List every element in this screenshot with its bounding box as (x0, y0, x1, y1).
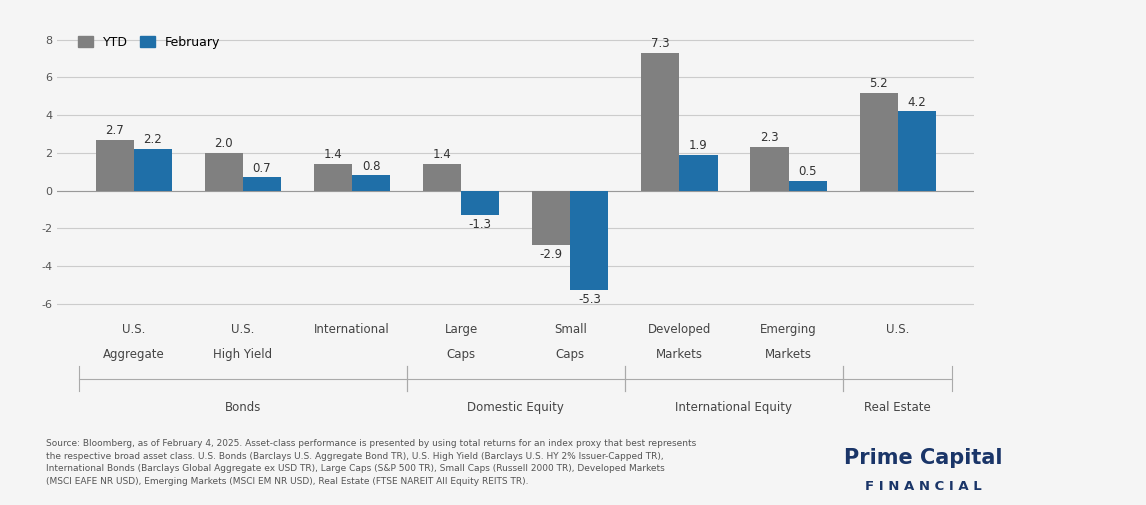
Text: U.S.: U.S. (231, 323, 254, 336)
Text: -2.9: -2.9 (540, 248, 563, 261)
Text: Domestic Equity: Domestic Equity (468, 401, 564, 415)
Bar (788, 181, 826, 190)
Text: Markets: Markets (766, 348, 813, 362)
Bar (205, 153, 243, 190)
Bar (352, 175, 390, 190)
Text: Bonds: Bonds (225, 401, 261, 415)
Bar (680, 155, 717, 190)
Text: Caps: Caps (556, 348, 584, 362)
Bar (95, 140, 134, 190)
Bar (860, 92, 897, 190)
Text: High Yield: High Yield (213, 348, 273, 362)
Bar (642, 53, 680, 190)
Text: 0.5: 0.5 (799, 165, 817, 178)
Text: Source: Bloomberg, as of February 4, 2025. Asset-class performance is presented : Source: Bloomberg, as of February 4, 202… (46, 439, 696, 486)
Text: 5.2: 5.2 (870, 77, 888, 90)
Text: -1.3: -1.3 (469, 218, 492, 231)
Text: 2.0: 2.0 (214, 137, 233, 150)
Text: Caps: Caps (447, 348, 476, 362)
Text: 0.7: 0.7 (252, 162, 272, 175)
Text: Aggregate: Aggregate (103, 348, 165, 362)
Bar (423, 164, 461, 190)
Bar (571, 190, 609, 290)
Bar (897, 112, 936, 190)
Text: Large: Large (445, 323, 478, 336)
Text: U.S.: U.S. (121, 323, 146, 336)
Legend: YTD, February: YTD, February (72, 31, 226, 54)
Text: Developed: Developed (647, 323, 712, 336)
Text: F I N A N C I A L: F I N A N C I A L (865, 480, 982, 493)
Text: 7.3: 7.3 (651, 37, 669, 50)
Text: 1.4: 1.4 (323, 148, 343, 161)
Text: 2.2: 2.2 (143, 133, 163, 146)
Text: International Equity: International Equity (675, 401, 793, 415)
Text: 1.9: 1.9 (689, 139, 708, 152)
Text: Small: Small (554, 323, 587, 336)
Bar (243, 177, 281, 190)
Bar (134, 149, 172, 190)
Text: -5.3: -5.3 (578, 293, 601, 307)
Text: 1.4: 1.4 (433, 148, 452, 161)
Text: Markets: Markets (656, 348, 702, 362)
Bar (532, 190, 571, 245)
Bar (461, 190, 500, 215)
Text: Emerging: Emerging (760, 323, 817, 336)
Bar (314, 164, 352, 190)
Text: 2.3: 2.3 (760, 131, 779, 144)
Text: 2.7: 2.7 (105, 124, 124, 137)
Text: Prime Capital: Prime Capital (845, 448, 1003, 468)
Text: International: International (314, 323, 390, 336)
Text: 4.2: 4.2 (908, 95, 926, 109)
Text: 0.8: 0.8 (362, 160, 380, 173)
Bar (751, 147, 788, 190)
Text: U.S.: U.S. (886, 323, 910, 336)
Text: Real Estate: Real Estate (864, 401, 931, 415)
